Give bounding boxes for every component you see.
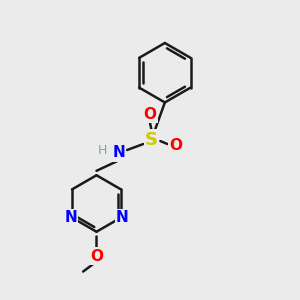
Text: O: O xyxy=(143,107,157,122)
Text: S: S xyxy=(145,130,158,148)
Text: N: N xyxy=(116,210,129,225)
Text: N: N xyxy=(112,146,125,160)
Text: O: O xyxy=(169,138,182,153)
Text: N: N xyxy=(64,210,77,225)
Text: O: O xyxy=(90,249,103,264)
Text: H: H xyxy=(98,143,107,157)
